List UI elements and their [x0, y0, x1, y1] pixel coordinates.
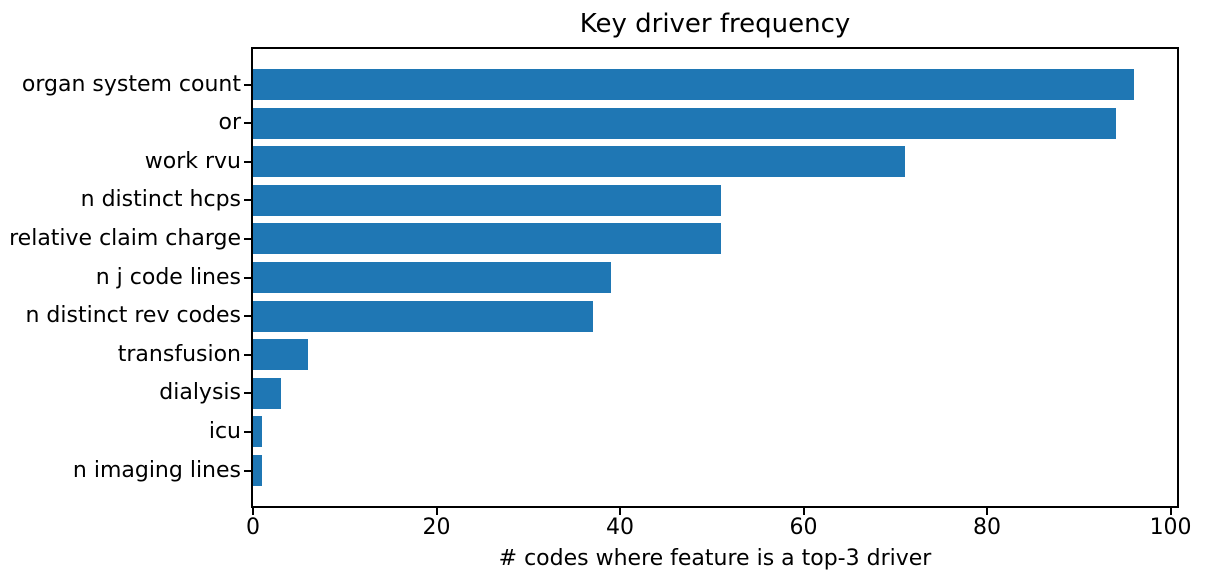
y-tick-n-imaging-lines	[244, 469, 251, 472]
bar-dialysis	[253, 377, 281, 409]
bar-n-j-code-lines	[253, 262, 611, 293]
bar-organ-system-count	[253, 69, 1134, 100]
chart-title: Key driver frequency	[579, 9, 851, 39]
x-tick-60	[802, 508, 805, 515]
bar-n-distinct-hcps	[253, 184, 721, 216]
x-tick-label-60: 60	[789, 515, 818, 540]
y-tick-or	[244, 122, 251, 125]
x-axis-label: # codes where feature is a top-3 driver	[498, 546, 932, 571]
y-tick-relative-claim-charge	[244, 237, 251, 240]
bar-icu	[253, 416, 263, 448]
bar-work-rvu	[253, 146, 905, 178]
y-tick-icu	[244, 430, 251, 433]
y-tick-label-transfusion: transfusion	[117, 341, 241, 367]
y-tick-label-n-distinct-hcps: n distinct hcps	[80, 187, 241, 213]
x-tick-label-40: 40	[606, 515, 635, 540]
bar-n-imaging-lines	[253, 455, 263, 486]
y-tick-n-j-code-lines	[244, 276, 251, 279]
x-tick-40	[619, 508, 622, 515]
y-tick-n-distinct-rev-codes	[244, 315, 251, 318]
x-tick-label-100: 100	[1149, 515, 1192, 540]
bar-n-distinct-rev-codes	[253, 300, 593, 332]
y-tick-label-icu: icu	[208, 418, 241, 444]
y-tick-label-organ-system-count: organ system count	[21, 71, 241, 97]
bar-relative-claim-charge	[253, 223, 721, 255]
x-tick-label-0: 0	[246, 515, 260, 540]
bar-or	[253, 107, 1116, 139]
x-tick-80	[986, 508, 989, 515]
y-tick-label-or: or	[218, 110, 241, 136]
y-tick-work-rvu	[244, 160, 251, 163]
x-tick-label-80: 80	[973, 515, 1002, 540]
y-tick-transfusion	[244, 353, 251, 356]
y-tick-label-n-j-code-lines: n j code lines	[95, 264, 241, 290]
bar-transfusion	[253, 339, 309, 371]
y-tick-label-relative-claim-charge: relative claim charge	[9, 225, 241, 251]
x-tick-20	[435, 508, 438, 515]
x-tick-label-20: 20	[422, 515, 451, 540]
y-tick-label-n-distinct-rev-codes: n distinct rev codes	[25, 303, 242, 329]
y-tick-label-n-imaging-lines: n imaging lines	[72, 457, 241, 483]
y-tick-label-work-rvu: work rvu	[144, 148, 241, 174]
y-tick-n-distinct-hcps	[244, 199, 251, 202]
plot-area	[251, 47, 1179, 508]
y-tick-organ-system-count	[244, 83, 251, 86]
x-tick-100	[1169, 508, 1172, 515]
x-tick-0	[252, 508, 254, 515]
y-tick-dialysis	[244, 392, 251, 395]
y-tick-label-dialysis: dialysis	[159, 380, 241, 406]
